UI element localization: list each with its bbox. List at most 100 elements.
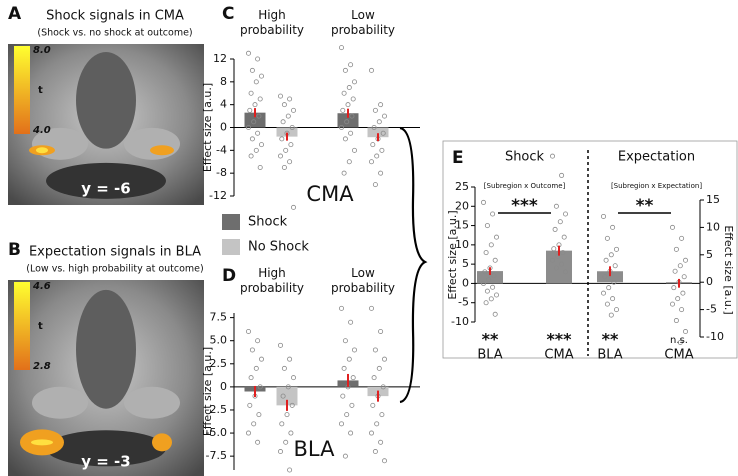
data-point xyxy=(484,288,490,294)
y-tick-label: -2.5 xyxy=(206,403,227,416)
data-point xyxy=(350,96,356,102)
y2-tick-label: -10 xyxy=(706,330,724,343)
data-point xyxy=(255,56,261,62)
data-point xyxy=(248,375,254,381)
data-point xyxy=(338,421,344,427)
y-tick-label: -4 xyxy=(216,143,227,156)
data-point xyxy=(381,113,387,119)
data-point xyxy=(486,277,492,283)
data-point xyxy=(603,257,609,263)
data-point xyxy=(608,252,614,258)
data-point xyxy=(256,113,262,119)
data-point xyxy=(249,136,255,142)
panel-subtitle: (Low vs. high probability at outcome) xyxy=(26,264,203,275)
data-point xyxy=(284,412,290,418)
x-tick-label: BLA xyxy=(597,348,622,363)
y-tick-label: 0 xyxy=(462,276,469,289)
data-point xyxy=(287,467,293,473)
data-point xyxy=(341,170,347,176)
data-point xyxy=(342,338,348,344)
data-point xyxy=(248,90,254,96)
data-point xyxy=(671,285,677,291)
data-point xyxy=(285,113,291,119)
data-point xyxy=(563,211,569,217)
category-header: Low probability xyxy=(330,8,396,37)
data-point xyxy=(610,224,616,230)
data-point xyxy=(560,250,566,256)
data-point xyxy=(287,96,293,102)
data-point xyxy=(490,211,496,217)
data-point xyxy=(245,125,251,131)
legend-label: No Shock xyxy=(248,240,309,255)
data-point xyxy=(245,328,251,334)
data-point xyxy=(279,136,285,142)
data-point xyxy=(370,142,376,148)
data-point xyxy=(368,159,374,165)
y-tick-label: 5.0 xyxy=(210,334,228,347)
data-point xyxy=(289,402,295,408)
data-point xyxy=(680,290,686,296)
data-point xyxy=(372,107,378,113)
data-point xyxy=(604,235,610,241)
data-point xyxy=(257,384,263,390)
x-tick-label: CMA xyxy=(664,348,693,363)
data-point xyxy=(348,62,354,68)
data-point xyxy=(491,273,497,279)
data-point xyxy=(338,45,344,51)
data-point xyxy=(550,257,556,263)
significance: *** xyxy=(511,196,538,216)
brain-structure xyxy=(124,386,180,419)
bar-significance: ** xyxy=(482,330,499,349)
data-point xyxy=(553,203,559,209)
y-tick-label: -10 xyxy=(451,315,469,328)
data-point xyxy=(480,280,486,286)
data-point xyxy=(380,130,386,136)
brain-structure xyxy=(124,127,180,160)
data-point xyxy=(289,125,295,131)
data-point xyxy=(488,242,494,248)
data-point xyxy=(484,223,490,229)
y-tick-label: 8 xyxy=(220,75,227,88)
data-point xyxy=(342,136,348,142)
data-point xyxy=(277,449,283,455)
data-point xyxy=(602,274,608,280)
legend-swatch xyxy=(222,214,240,230)
y-tick-label: -8 xyxy=(216,166,227,179)
y-tick-label: 4 xyxy=(220,98,227,111)
group-title: Expectation xyxy=(618,150,695,165)
annotation: BLA xyxy=(294,437,336,461)
y-tick-label: 25 xyxy=(455,180,469,193)
data-point xyxy=(255,338,261,344)
data-point xyxy=(555,253,561,259)
data-point xyxy=(559,261,565,267)
bar xyxy=(546,250,572,284)
legend-swatch xyxy=(222,239,240,255)
category-header: High probability xyxy=(239,266,305,295)
colorbar-max: 4.6 xyxy=(32,281,51,292)
data-point xyxy=(248,153,254,159)
panel-subtitle: (Shock vs. no shock at outcome) xyxy=(37,28,192,39)
brain-structure xyxy=(76,289,136,409)
panel-letter: E xyxy=(452,148,464,168)
data-point xyxy=(252,102,258,108)
data-point xyxy=(483,300,489,306)
data-point xyxy=(281,102,287,108)
panel-letter: B xyxy=(8,240,21,260)
data-point xyxy=(255,439,261,445)
y2-tick-label: 5 xyxy=(706,248,713,261)
bar-significance: ** xyxy=(602,330,619,349)
data-point xyxy=(348,130,354,136)
data-point xyxy=(258,356,264,362)
data-point xyxy=(281,164,287,170)
data-point xyxy=(277,153,283,159)
data-point xyxy=(381,356,387,362)
data-point xyxy=(670,301,676,307)
data-point xyxy=(559,172,565,178)
data-point xyxy=(372,182,378,188)
data-point xyxy=(673,318,679,324)
data-point xyxy=(610,296,616,302)
data-point xyxy=(287,356,293,362)
data-point xyxy=(371,125,377,131)
y2-tick-label: 0 xyxy=(706,275,713,288)
